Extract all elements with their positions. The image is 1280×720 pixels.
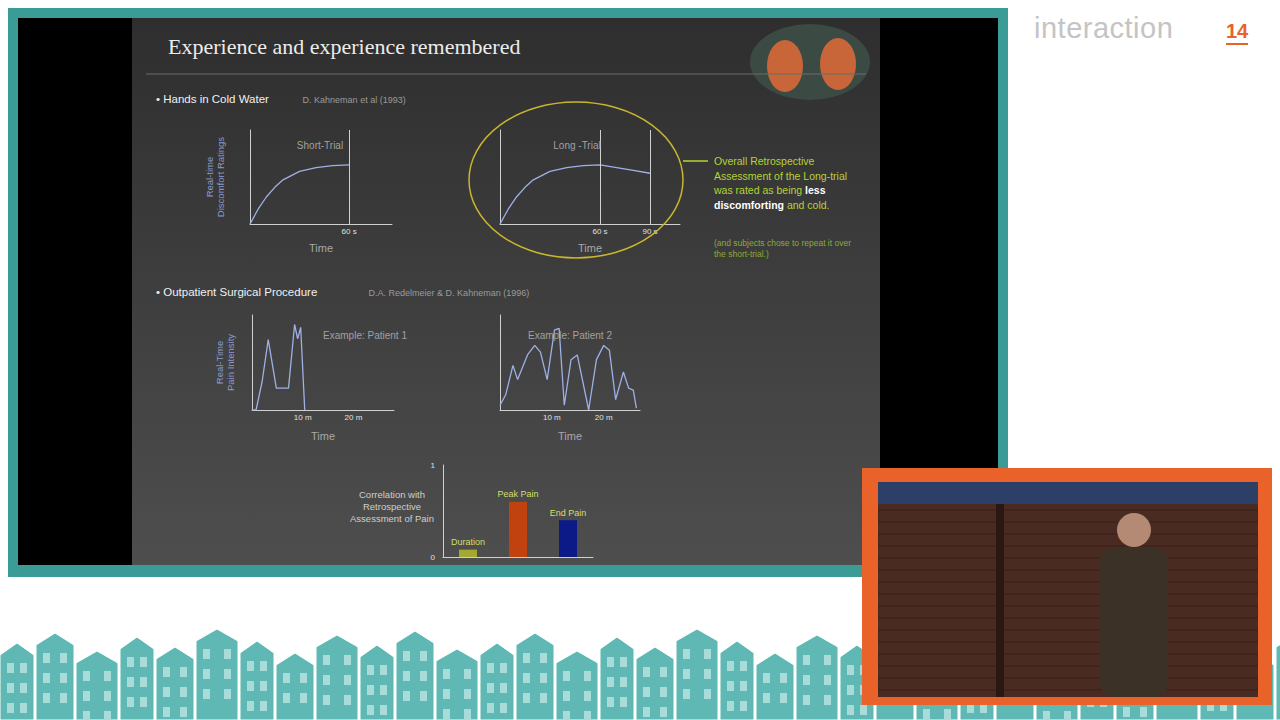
svg-text:Time: Time [311, 430, 335, 442]
svg-text:60 s: 60 s [592, 227, 607, 236]
html-text:D. Kahneman et al (1993): D. Kahneman et al (1993) [302, 95, 406, 105]
svg-text:Pain Intensity: Pain Intensity [225, 334, 236, 391]
svg-text:Duration: Duration [451, 537, 485, 547]
svg-text:60 s: 60 s [342, 227, 357, 236]
html-text:• Hands in Cold Water: • Hands in Cold Water [156, 93, 269, 105]
svg-text:0: 0 [431, 553, 436, 562]
svg-text:Real-time: Real-time [204, 157, 215, 198]
svg-text:Peak Pain: Peak Pain [497, 489, 538, 499]
html-text:Correlation with Retrospective: Correlation with Retrospective Assessmen… [350, 489, 434, 524]
html-text:(and subjects chose to repeat: (and subjects chose to repeat it over th… [714, 238, 851, 259]
svg-text:Discomfort Ratings: Discomfort Ratings [215, 137, 226, 217]
svg-text:90 s: 90 s [642, 227, 657, 236]
svg-text:Time: Time [309, 242, 333, 254]
svg-text:10 m: 10 m [294, 413, 312, 422]
svg-text:Example: Patient 2: Example: Patient 2 [528, 330, 612, 341]
html-text:Experience and experience reme: Experience and experience remembered [168, 34, 521, 59]
svg-text:Time: Time [558, 430, 582, 442]
html-text:interaction: interaction [1034, 12, 1174, 44]
svg-text:Real-Time: Real-Time [214, 341, 225, 384]
html-text:D.A. Redelmeier & D. Kahneman: D.A. Redelmeier & D. Kahneman (1996) [368, 288, 530, 298]
svg-text:20 m: 20 m [345, 413, 363, 422]
html-text:14: 14 [1226, 20, 1249, 42]
html-text:• Outpatient Surgical Procedur: • Outpatient Surgical Procedure [156, 286, 318, 298]
svg-text:Time: Time [578, 242, 602, 254]
svg-text:20 m: 20 m [595, 413, 613, 422]
svg-text:Short-Trial: Short-Trial [297, 140, 343, 151]
svg-text:End Pain: End Pain [550, 508, 587, 518]
svg-text:Example: Patient 1: Example: Patient 1 [323, 330, 407, 341]
svg-text:1: 1 [431, 461, 436, 470]
svg-text:Long -Trial: Long -Trial [553, 140, 600, 151]
html-text:Overall Retrospective Assessme: Overall Retrospective Assessment of the … [714, 155, 848, 211]
svg-text:10 m: 10 m [543, 413, 561, 422]
